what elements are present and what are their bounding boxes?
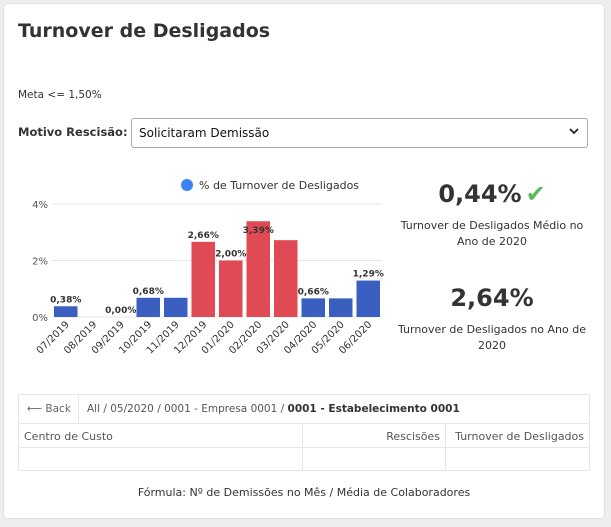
motivo-select[interactable]: Solicitaram Demissão [131, 118, 588, 148]
legend-label: % de Turnover de Desligados [199, 179, 359, 192]
legend-marker [181, 179, 193, 191]
formula-footer: Fórmula: Nº de Demissões no Mês / Média … [137, 486, 471, 499]
bar [274, 240, 298, 317]
header-rescisoes[interactable]: Rescisões [386, 430, 440, 443]
turnover-chart: % de Turnover de Desligados4%2%0%0,38%07… [32, 179, 384, 356]
chevron-down-icon [569, 128, 579, 135]
kpi-media-2020: 0,44% ✔ Turnover de Desligados Médio no A… [392, 180, 592, 250]
data-label: 0,66% [298, 287, 329, 297]
back-label: Back [45, 403, 71, 415]
breadcrumb-current: 0001 - Estabelecimento 0001 [287, 403, 460, 415]
y-tick-label: 2% [32, 257, 48, 268]
column-centro-custo: Centro de Custo [19, 424, 303, 470]
kpi-media-label: Turnover de Desligados Médio no Ano de 2… [400, 219, 584, 248]
breadcrumb-path: All / 05/2020 / 0001 - Empresa 0001 / 00… [87, 403, 460, 415]
kpi-ano-value: 2,64% [450, 284, 534, 312]
kpi-ano-label: Turnover de Desligados no Ano de 2020 [397, 323, 586, 352]
y-tick-label: 4% [32, 200, 48, 211]
data-label: 3,39% [243, 226, 274, 236]
header-centro-custo[interactable]: Centro de Custo [24, 430, 113, 443]
bar [164, 297, 188, 317]
arrow-left-icon: ⟵ [27, 403, 43, 415]
bar [54, 306, 78, 317]
check-icon: ✔ [525, 180, 546, 208]
back-button[interactable]: ⟵ Back [19, 395, 79, 423]
bar [356, 280, 380, 317]
column-turnover: Turnover de Desligados [446, 424, 589, 470]
motivo-label: Motivo Rescisão: [18, 125, 128, 139]
header-turnover[interactable]: Turnover de Desligados [455, 430, 584, 443]
column-rescisoes: Rescisões [303, 424, 446, 470]
bar [246, 221, 270, 317]
bar [219, 260, 243, 317]
breadcrumb-parents[interactable]: All / 05/2020 / 0001 - Empresa 0001 / [87, 403, 285, 415]
bar [301, 298, 325, 317]
report-card: Turnover de Desligados Meta <= 1,50% Mot… [4, 4, 604, 518]
data-label: 0,68% [133, 287, 164, 297]
breadcrumb: ⟵ Back All / 05/2020 / 0001 - Empresa 00… [18, 394, 590, 424]
centro-custo-table: Centro de Custo Rescisões Turnover de De… [18, 423, 590, 471]
page-title: Turnover de Desligados [18, 20, 271, 42]
kpi-ano-2020: 2,64% Turnover de Desligados no Ano de 2… [392, 284, 592, 354]
meta-text: Meta <= 1,50% [18, 89, 102, 101]
y-tick-label: 0% [32, 313, 48, 324]
data-label: 2,66% [188, 231, 219, 241]
motivo-select-value: Solicitaram Demissão [139, 126, 270, 140]
data-label: 0,38% [50, 295, 81, 305]
bar [191, 241, 215, 317]
table-header-row [19, 424, 589, 448]
data-label: 0,00% [105, 306, 136, 316]
kpi-media-value: 0,44% [438, 180, 522, 208]
bar [136, 297, 160, 317]
bar [329, 298, 353, 317]
data-label: 1,29% [353, 270, 384, 280]
data-label: 2,00% [215, 250, 246, 260]
